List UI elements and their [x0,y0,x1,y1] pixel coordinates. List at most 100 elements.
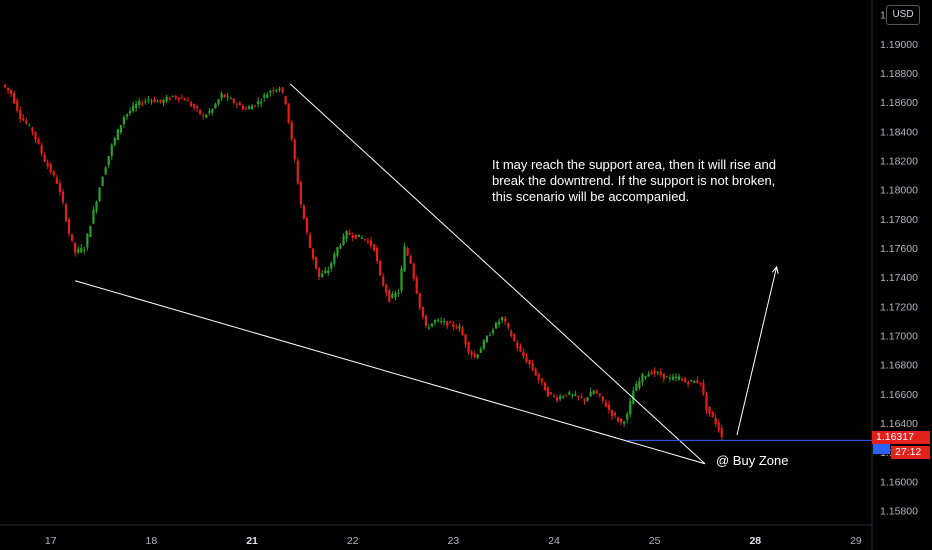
candle-body [293,139,296,160]
resistance-trendline [289,83,706,465]
candle-body [577,395,580,397]
y-tick-label: 1.18000 [880,185,918,197]
candle-body [92,209,95,224]
candle-body [16,100,19,111]
y-tick-label: 1.18200 [880,155,918,167]
candle-body [168,97,171,100]
candle-body [302,205,305,219]
candle-body [101,176,104,187]
candle-body [671,376,675,380]
candle-body [186,100,190,102]
candle-body [546,387,549,397]
candle-body [720,428,723,438]
candle-body [339,245,342,249]
candle-body [653,370,656,374]
candle-body [128,110,132,114]
candle-body [613,412,617,416]
candle-body [589,391,592,397]
candle-body [153,99,156,103]
candle-body [360,237,363,239]
candle-body [604,402,607,407]
y-tick-label: 1.17000 [880,330,918,342]
candle-body [449,322,452,324]
currency-button[interactable]: USD [886,5,920,25]
candle-body [510,331,513,337]
candle-body [61,191,65,203]
candle-body [677,376,681,380]
candle-body [696,380,699,384]
candle-body [592,390,595,395]
candle-body [132,105,135,111]
candle-body [528,359,531,365]
candle-body [37,139,40,144]
y-tick-label: 1.18600 [880,97,918,109]
candle-body [183,98,187,101]
candle-body [220,93,223,99]
candle-body [223,94,226,98]
candle-body [415,277,418,294]
annotation-line-1: It may reach the support area, then it w… [492,157,776,172]
candle-body [119,124,122,133]
candle-body [574,394,577,396]
candle-body [458,326,461,329]
y-tick-label: 1.18800 [880,68,918,80]
x-tick-label: 25 [649,535,661,547]
candle-body [498,321,501,325]
candle-body [260,101,263,104]
candle-body [400,268,403,291]
candle-body [388,290,391,302]
candle-body [421,306,424,318]
candle-body [321,273,324,278]
candle-body [208,111,211,113]
candle-body [525,356,528,363]
candle-body [397,292,400,294]
candle-body [3,84,7,88]
candle-body [412,263,415,279]
x-axis[interactable]: 17 18 21 22 23 24 25 28 29 [45,535,862,547]
candle-body [485,335,488,343]
candle-body [10,90,13,94]
candle-body [623,421,626,424]
drawings[interactable] [75,83,872,465]
candle-body [580,396,583,398]
candle-body [519,346,522,352]
candle-body [162,99,165,104]
candle-body [266,94,269,99]
x-tick-label: 29 [850,535,862,547]
y-tick-label: 1.16000 [880,476,918,488]
candle-body [372,244,376,251]
candle-body [135,103,138,108]
candle-body [659,372,662,376]
candle-body [34,131,37,140]
candle-body [311,248,315,259]
candle-body [354,234,357,239]
candle-body [363,239,366,241]
candle-body [494,322,498,329]
candle-body [571,394,574,396]
candle-body [601,396,604,401]
candle-body [199,109,202,115]
candle-body [586,397,589,401]
candle-body [144,101,147,103]
candle-body [287,103,290,123]
candle-body [647,374,650,377]
candle-body [217,99,220,105]
candle-body [80,247,83,253]
candle-body [211,108,214,113]
candle-body [71,234,74,241]
y-tick-label: 1.17800 [880,214,918,226]
candle-body [418,293,421,308]
candle-body [635,383,638,391]
candle-body [455,327,458,329]
candle-body [107,155,110,166]
candle-body [391,294,394,298]
candle-body [674,376,678,378]
candle-body [125,114,129,117]
candle-body [40,145,43,154]
y-axis[interactable]: 1.192001.190001.188001.186001.184001.182… [880,10,918,518]
countdown-tag: 27:12 [891,446,930,459]
buy-zone-label: @ Buy Zone [716,453,788,468]
candle-body [598,393,601,396]
candle-body [193,104,196,108]
